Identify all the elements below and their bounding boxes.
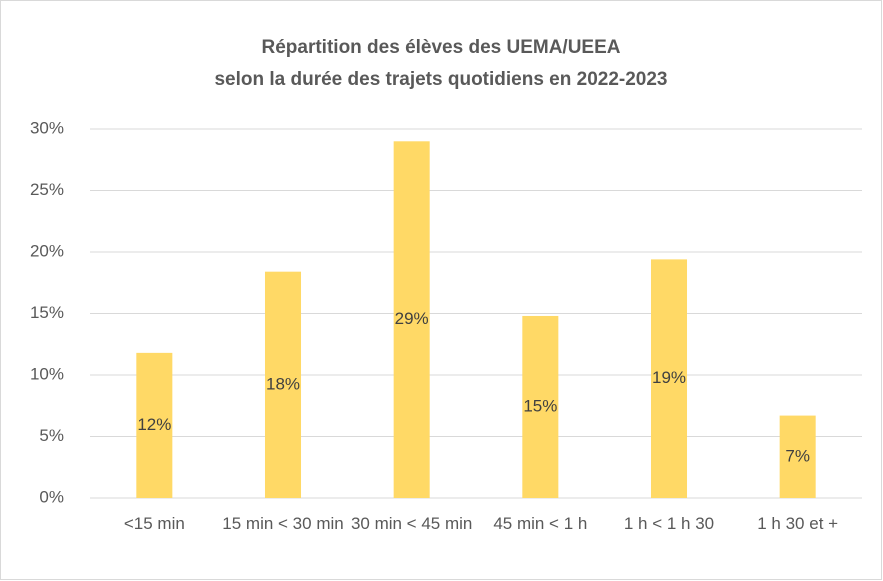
- x-tick-label: 30 min < 45 min: [351, 514, 472, 533]
- value-label: 29%: [395, 309, 429, 328]
- bar: [522, 315, 559, 498]
- y-tick-label: 25%: [30, 180, 64, 199]
- y-tick-label: 0%: [39, 487, 64, 506]
- x-tick-label: 1 h < 1 h 30: [624, 514, 714, 533]
- value-label: 15%: [523, 396, 557, 415]
- y-tick-label: 10%: [30, 364, 64, 383]
- bar: [136, 352, 173, 498]
- bar: [650, 259, 688, 498]
- y-tick-label: 15%: [30, 303, 64, 322]
- bar: [779, 415, 816, 498]
- chart-title: Répartition des élèves des UEMA/UEEA: [262, 37, 621, 58]
- y-tick-label: 30%: [30, 118, 64, 137]
- bar: [264, 271, 302, 498]
- value-label: 7%: [785, 446, 810, 465]
- x-tick-label: 15 min < 30 min: [222, 514, 343, 533]
- x-tick-label: 45 min < 1 h: [493, 514, 587, 533]
- value-label: 18%: [266, 374, 300, 393]
- y-tick-label: 5%: [39, 426, 64, 445]
- y-tick-label: 20%: [30, 241, 64, 260]
- bar: [393, 141, 430, 499]
- value-label: 19%: [652, 368, 686, 387]
- x-tick-label: <15 min: [124, 514, 185, 533]
- x-tick-label: 1 h 30 et +: [757, 514, 838, 533]
- chart-title: selon la durée des trajets quotidiens en…: [214, 69, 667, 90]
- value-label: 12%: [137, 415, 171, 434]
